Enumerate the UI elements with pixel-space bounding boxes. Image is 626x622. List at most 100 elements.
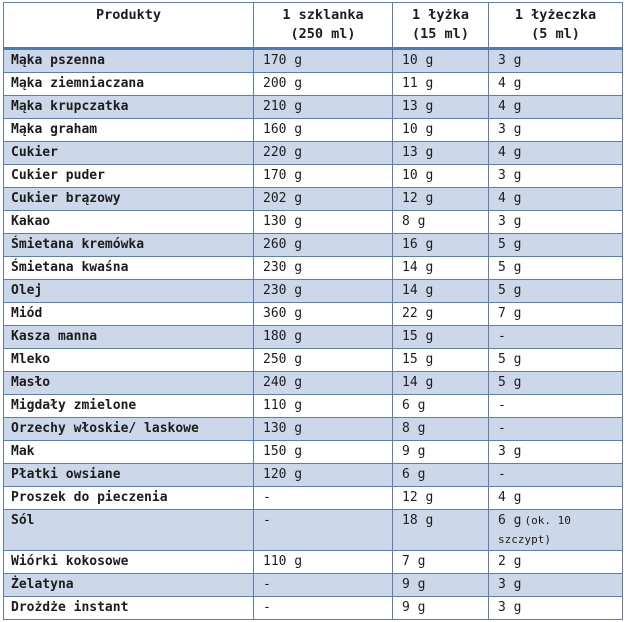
teaspoon-value: 3 g [498, 168, 522, 183]
product-cell: Żelatyna [3, 573, 254, 597]
teaspoon-value: 5 g [498, 237, 522, 252]
teaspoon-cell: 5 g [488, 256, 623, 280]
table-row: Mąka graham 160 g 10 g 3 g [3, 118, 623, 142]
product-cell: Kakao [3, 210, 254, 234]
spoon-cell: 6 g [392, 394, 489, 418]
col-header-label: 1 szklanka [282, 7, 364, 23]
spoon-cell: 18 g [392, 509, 489, 551]
teaspoon-cell: 3 g [488, 48, 623, 73]
teaspoon-value: - [498, 421, 506, 436]
spoon-cell: 15 g [392, 348, 489, 372]
table-row: Sól - 18 g 6 g (ok. 10 szczypt) [3, 509, 623, 551]
col-header-lyzka: 1 łyżka (15 ml) [392, 2, 489, 50]
spoon-cell: 10 g [392, 48, 489, 73]
teaspoon-note: (ok. 10 szczypt) [498, 514, 571, 546]
glass-cell: - [253, 509, 393, 551]
product-cell: Orzechy włoskie/ laskowe [3, 417, 254, 441]
table-row: Drożdże instant - 9 g 3 g [3, 596, 623, 620]
teaspoon-cell: - [488, 394, 623, 418]
glass-cell: 170 g [253, 48, 393, 73]
spoon-cell: 11 g [392, 72, 489, 96]
product-cell: Mąka pszenna [3, 48, 254, 73]
product-cell: Śmietana kremówka [3, 233, 254, 257]
product-cell: Sól [3, 509, 254, 551]
col-header-label: 1 łyżka [412, 7, 469, 23]
teaspoon-cell: 6 g (ok. 10 szczypt) [488, 509, 623, 551]
teaspoon-cell: 2 g [488, 550, 623, 574]
glass-cell: 110 g [253, 550, 393, 574]
teaspoon-cell: 4 g [488, 141, 623, 165]
product-cell: Cukier [3, 141, 254, 165]
table-row: Miód 360 g 22 g 7 g [3, 302, 623, 326]
teaspoon-value: 4 g [498, 76, 522, 91]
teaspoon-value: 7 g [498, 306, 522, 321]
glass-cell: 120 g [253, 463, 393, 487]
spoon-cell: 9 g [392, 440, 489, 464]
teaspoon-cell: 5 g [488, 233, 623, 257]
teaspoon-value: 3 g [498, 53, 522, 68]
col-header-szklanka: 1 szklanka (250 ml) [253, 2, 393, 50]
spoon-cell: 22 g [392, 302, 489, 326]
table-row: Wiórki kokosowe 110 g 7 g 2 g [3, 550, 623, 574]
spoon-cell: 13 g [392, 95, 489, 119]
table-row: Masło 240 g 14 g 5 g [3, 371, 623, 395]
table-row: Cukier 220 g 13 g 4 g [3, 141, 623, 165]
teaspoon-cell: 3 g [488, 573, 623, 597]
spoon-cell: 13 g [392, 141, 489, 165]
product-cell: Drożdże instant [3, 596, 254, 620]
col-header-lyzeczka: 1 łyżeczka (5 ml) [488, 2, 623, 50]
teaspoon-cell: 7 g [488, 302, 623, 326]
product-cell: Wiórki kokosowe [3, 550, 254, 574]
spoon-cell: 16 g [392, 233, 489, 257]
teaspoon-cell: 3 g [488, 596, 623, 620]
table-row: Mąka krupczatka 210 g 13 g 4 g [3, 95, 623, 119]
teaspoon-value: 6 g [498, 513, 522, 528]
teaspoon-value: 3 g [498, 444, 522, 459]
table-body: Mąka pszenna 170 g 10 g 3 g Mąka ziemnia… [3, 48, 623, 620]
teaspoon-cell: - [488, 463, 623, 487]
table-row: Cukier brązowy 202 g 12 g 4 g [3, 187, 623, 211]
col-header-sub: (5 ml) [531, 26, 580, 42]
table-row: Kasza manna 180 g 15 g - [3, 325, 623, 349]
table-row: Cukier puder 170 g 10 g 3 g [3, 164, 623, 188]
product-cell: Śmietana kwaśna [3, 256, 254, 280]
teaspoon-cell: 3 g [488, 164, 623, 188]
col-header-label: Produkty [95, 7, 162, 23]
teaspoon-cell: 5 g [488, 348, 623, 372]
glass-cell: 240 g [253, 371, 393, 395]
table-row: Śmietana kwaśna 230 g 14 g 5 g [3, 256, 623, 280]
product-cell: Masło [3, 371, 254, 395]
teaspoon-value: - [498, 398, 506, 413]
product-cell: Cukier puder [3, 164, 254, 188]
glass-cell: 150 g [253, 440, 393, 464]
glass-cell: 250 g [253, 348, 393, 372]
glass-cell: - [253, 573, 393, 597]
spoon-cell: 6 g [392, 463, 489, 487]
conversion-table: Produkty 1 szklanka (250 ml) 1 łyżka (15… [3, 2, 623, 620]
table-row: Kakao 130 g 8 g 3 g [3, 210, 623, 234]
header-row: Produkty 1 szklanka (250 ml) 1 łyżka (15… [3, 2, 623, 50]
teaspoon-cell: 4 g [488, 95, 623, 119]
teaspoon-cell: - [488, 417, 623, 441]
product-cell: Mleko [3, 348, 254, 372]
product-cell: Mąka graham [3, 118, 254, 142]
teaspoon-value: 3 g [498, 122, 522, 137]
spoon-cell: 7 g [392, 550, 489, 574]
product-cell: Proszek do pieczenia [3, 486, 254, 510]
col-header-produkty: Produkty [3, 2, 254, 50]
table-row: Orzechy włoskie/ laskowe 130 g 8 g - [3, 417, 623, 441]
product-cell: Miód [3, 302, 254, 326]
teaspoon-value: 3 g [498, 600, 522, 615]
table-row: Płatki owsiane 120 g 6 g - [3, 463, 623, 487]
spoon-cell: 10 g [392, 164, 489, 188]
glass-cell: 230 g [253, 279, 393, 303]
product-cell: Płatki owsiane [3, 463, 254, 487]
glass-cell: 220 g [253, 141, 393, 165]
teaspoon-value: 5 g [498, 352, 522, 367]
spoon-cell: 12 g [392, 486, 489, 510]
glass-cell: 210 g [253, 95, 393, 119]
spoon-cell: 12 g [392, 187, 489, 211]
teaspoon-cell: 5 g [488, 279, 623, 303]
table-row: Proszek do pieczenia - 12 g 4 g [3, 486, 623, 510]
